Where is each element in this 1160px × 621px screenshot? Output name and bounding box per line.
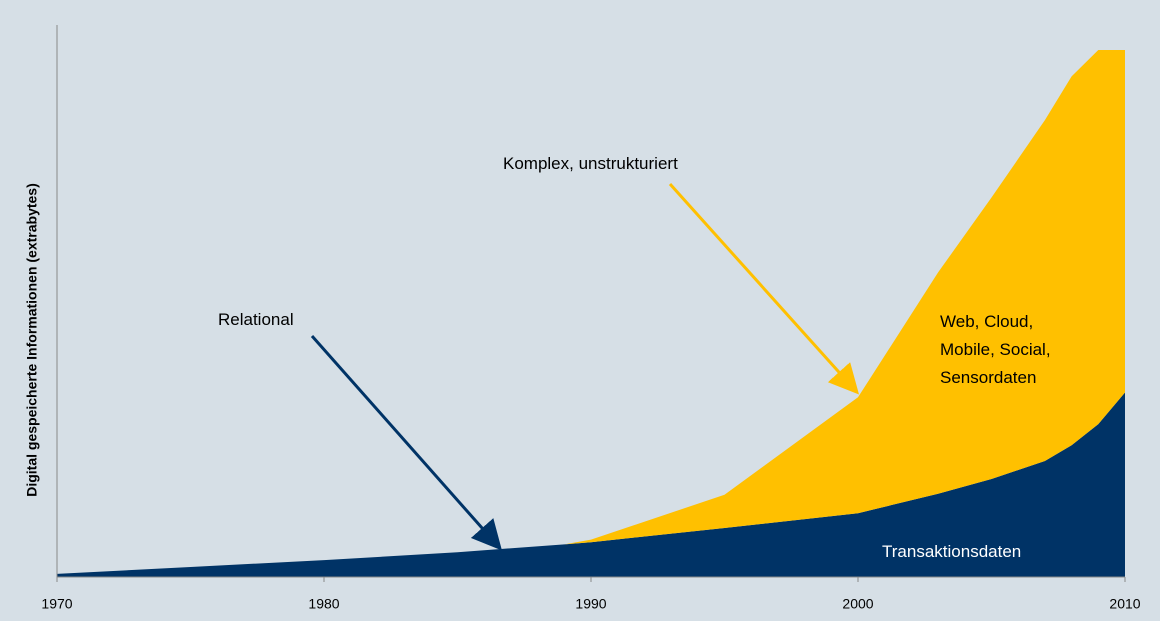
annotation: Relational (218, 310, 294, 329)
x-tick-label: 1980 (308, 596, 339, 612)
x-tick-label: 2000 (842, 596, 873, 612)
annotation-arrow (668, 182, 860, 395)
area (57, 50, 1125, 574)
series-label: Transaktionsdaten (882, 542, 1022, 561)
annotation: Komplex, unstrukturiert (503, 154, 678, 173)
x-tick-label: 2010 (1109, 596, 1140, 612)
x-tick-label: 1970 (41, 596, 72, 612)
annotation-arrow (310, 335, 502, 551)
series-label: Web, Cloud, Mobile, Social, Sensordaten (940, 312, 1051, 387)
y-axis-label: Digital gespeicherte Informationen (extr… (24, 183, 40, 497)
x-tick-label: 1990 (575, 596, 606, 612)
area (57, 392, 1125, 577)
